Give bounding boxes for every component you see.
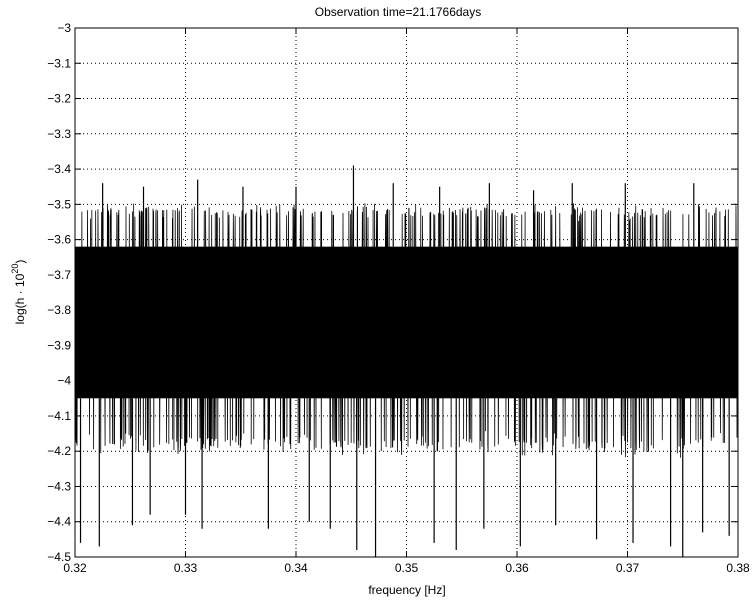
y-axis: −3 −3.1 −3.2 −3.3 −3.4 −3.5 −3.6 −3.7 −3.8 −3.9 −4…: [47, 21, 71, 564]
x-axis: 0.32 0.33 0.34 0.35 0.36 0.37 0.38: [63, 561, 750, 575]
y-tick-label: −3.3: [47, 127, 71, 141]
x-tick-label: 0.36: [505, 561, 529, 575]
x-tick-label: 0.37: [616, 561, 640, 575]
y-tick-label: −4.1: [47, 409, 71, 423]
x-tick-label: 0.38: [726, 561, 750, 575]
y-axis-label-main: log(h · 10: [13, 273, 27, 324]
plot-area: [74, 165, 739, 557]
y-tick-label: −3.2: [47, 92, 71, 106]
y-tick-label: −3.4: [47, 162, 71, 176]
x-axis-label: frequency [Hz]: [368, 583, 445, 597]
x-tick-label: 0.35: [395, 561, 419, 575]
y-tick-label: −4.2: [47, 444, 71, 458]
y-tick-label: −3.6: [47, 233, 71, 247]
y-tick-label: −3: [57, 21, 71, 35]
y-axis-label-superscript: 20: [10, 264, 20, 274]
y-tick-label: −3.1: [47, 56, 71, 70]
y-axis-label: log(h · 1020): [10, 260, 27, 325]
y-tick-label: −4.3: [47, 479, 71, 493]
series-dense-band: [75, 246, 738, 399]
y-tick-label: −3.7: [47, 268, 71, 282]
y-axis-label-close: ): [13, 260, 27, 264]
y-tick-label: −4: [57, 374, 71, 388]
y-tick-label: −3.8: [47, 303, 71, 317]
y-tick-label: −4.5: [47, 550, 71, 564]
x-tick-label: 0.32: [63, 561, 87, 575]
x-tick-label: 0.33: [174, 561, 198, 575]
axis-ticks: [74, 27, 739, 558]
y-tick-label: −3.5: [47, 197, 71, 211]
y-tick-label: −4.4: [47, 515, 71, 529]
chart-title: Observation time=21.1766days: [315, 5, 481, 19]
x-tick-label: 0.34: [284, 561, 308, 575]
y-tick-label: −3.9: [47, 338, 71, 352]
